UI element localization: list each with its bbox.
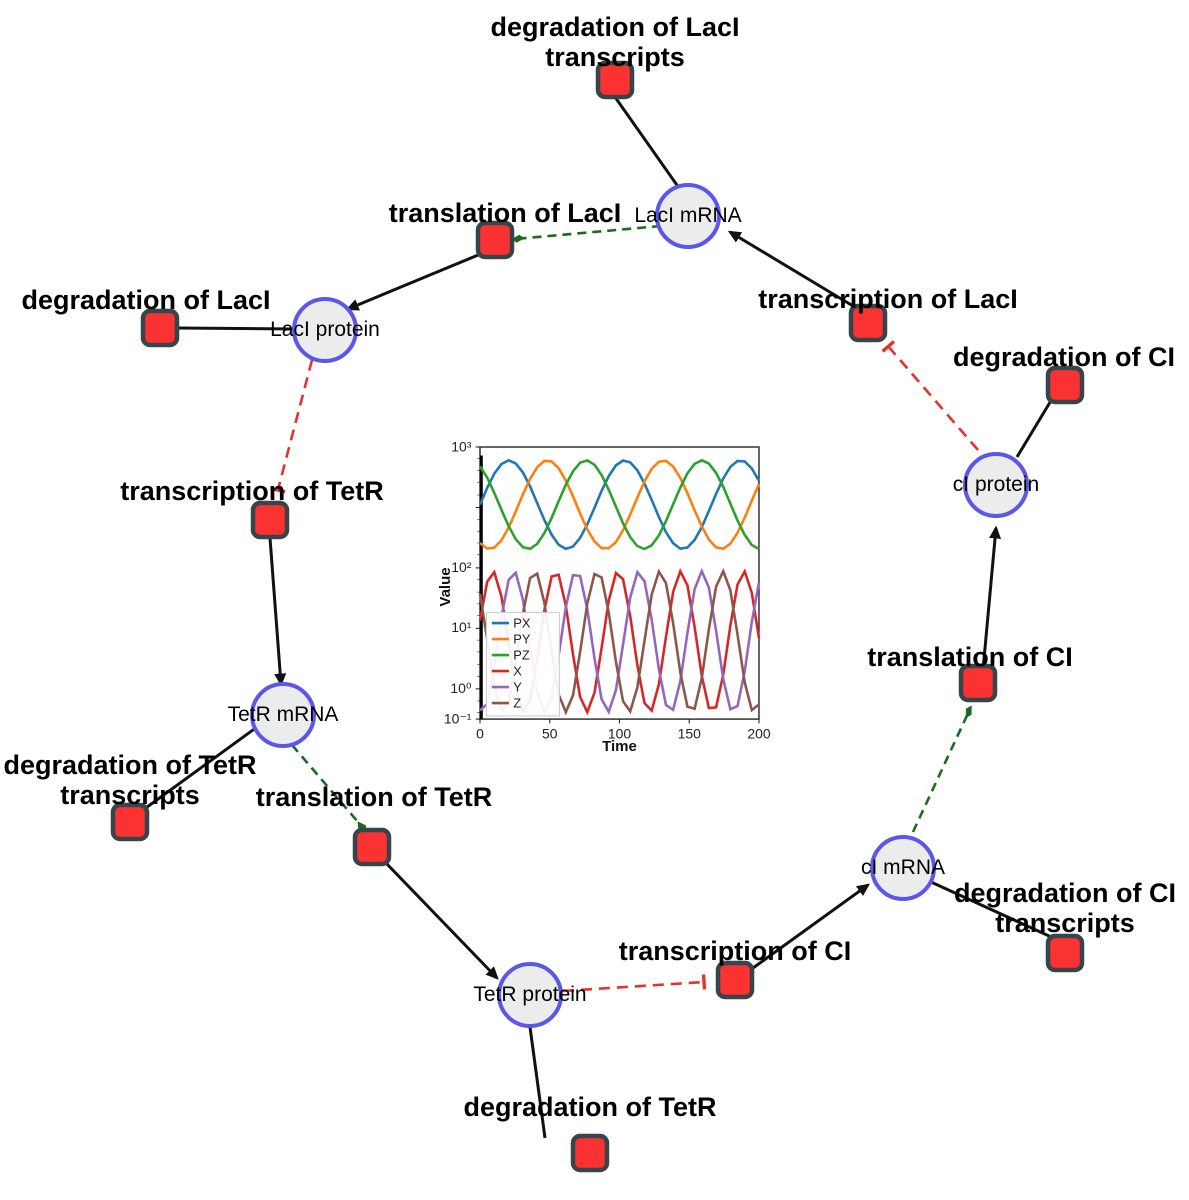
svg-text:PZ: PZ <box>513 647 530 662</box>
svg-text:PX: PX <box>513 615 531 630</box>
svg-text:X: X <box>513 663 522 678</box>
svg-text:Y: Y <box>513 679 522 694</box>
svg-text:PY: PY <box>513 631 531 646</box>
svg-text:Z: Z <box>513 695 521 710</box>
